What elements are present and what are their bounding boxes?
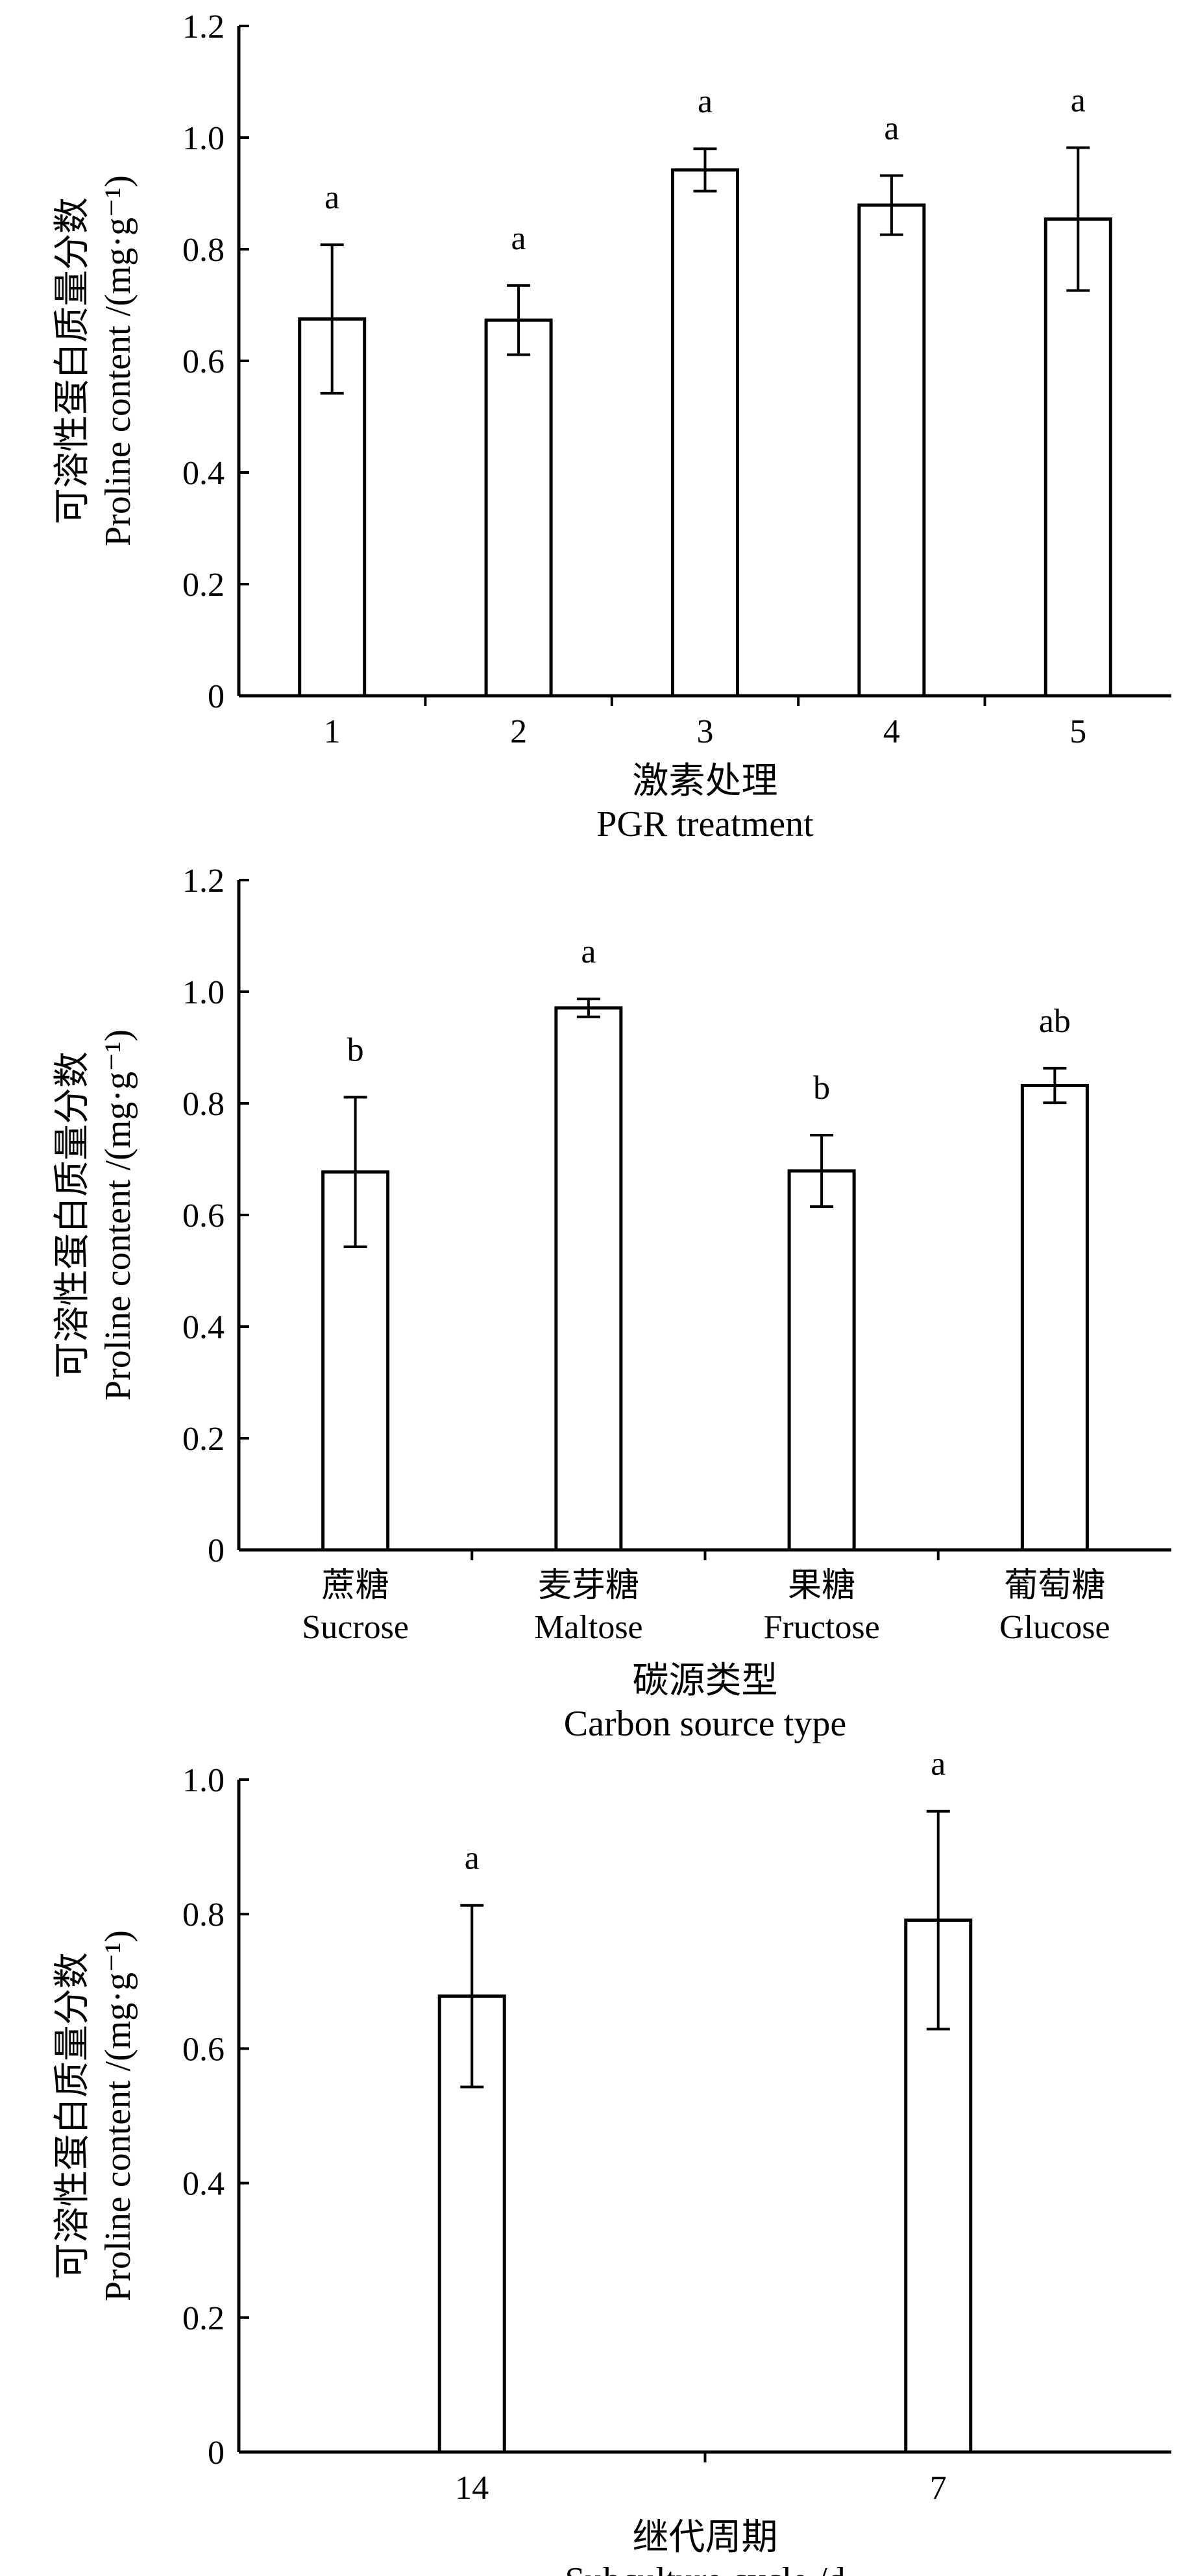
y-tick-label: 0.6 — [182, 343, 225, 380]
x-tick-label: 麦芽糖 — [538, 1567, 639, 1604]
y-tick-label: 1.2 — [182, 8, 225, 45]
x-tick-label-en: Sucrose — [302, 1609, 409, 1646]
x-tick-label-en: Maltose — [534, 1609, 643, 1646]
y-tick-label: 0.4 — [182, 1309, 225, 1346]
y-axis-title-cn: 可溶性蛋白质量分数 — [53, 1051, 93, 1379]
chart-3: 0 0.2 0.4 0.6 0.8 1.0 a 14 a 7 继代周期 Subculture cycl… — [53, 1746, 1171, 2576]
significance-label: a — [884, 110, 899, 147]
x-tick-label: 4 — [883, 713, 900, 750]
significance-label: b — [813, 1070, 830, 1107]
x-tick-label-en: Glucose — [999, 1609, 1110, 1646]
x-tick-label-en: Fructose — [764, 1609, 880, 1646]
y-axis-title-en: Proline content /(mg·g⁻¹) — [98, 1029, 138, 1401]
x-axis-title-en: PGR treatment — [596, 804, 814, 844]
y-axis-title-cn: 可溶性蛋白质量分数 — [53, 197, 93, 524]
y-tick-label: 0.2 — [182, 567, 225, 604]
x-tick-label: 葡萄糖 — [1004, 1567, 1105, 1604]
x-tick-label: 2 — [510, 713, 527, 750]
x-tick-label: 3 — [697, 713, 714, 750]
significance-label: a — [324, 179, 339, 216]
significance-label: b — [347, 1032, 364, 1069]
y-tick-label: 0.6 — [182, 2031, 225, 2068]
x-axis-title-cn: 碳源类型 — [633, 1661, 778, 1701]
chart-2: 0 0.2 0.4 0.6 0.8 1.0 1.2 b 蔗糖 Sucrose a 麦芽糖 Maltose… — [53, 863, 1171, 1744]
y-tick-label: 1.0 — [182, 1762, 225, 1799]
y-axis-title-en: Proline content /(mg·g⁻¹) — [98, 1930, 138, 2301]
y-tick-label: 0.8 — [182, 232, 225, 269]
x-axis-title-cn: 继代周期 — [633, 2518, 778, 2558]
y-axis-title-cn: 可溶性蛋白质量分数 — [53, 1952, 93, 2279]
bar — [298, 317, 367, 698]
y-tick-label: 0 — [208, 1532, 225, 1569]
x-tick-label: 5 — [1069, 713, 1086, 750]
y-tick-label: 0.2 — [182, 1421, 225, 1458]
x-tick-label: 7 — [930, 2470, 947, 2507]
y-tick-label: 1.0 — [182, 120, 225, 157]
x-tick-label: 14 — [455, 2470, 489, 2507]
x-tick-label: 果糖 — [788, 1567, 855, 1604]
bar — [484, 318, 553, 698]
significance-label: a — [931, 1746, 946, 1783]
y-tick-label: 0.6 — [182, 1197, 225, 1234]
y-axis-title-en: Proline content /(mg·g⁻¹) — [98, 175, 138, 546]
bar — [671, 168, 739, 698]
x-tick-label: 1 — [324, 713, 341, 750]
y-tick-label: 0 — [208, 678, 225, 715]
significance-label: a — [581, 933, 596, 970]
bar — [857, 203, 926, 698]
x-axis-title-en: Subculture cycle /d — [565, 2560, 845, 2576]
y-tick-label: 0.4 — [182, 2166, 225, 2203]
x-axis-title-cn: 激素处理 — [633, 761, 778, 802]
bar — [1020, 1083, 1089, 1552]
significance-label: a — [1071, 82, 1086, 119]
y-tick-label: 0.8 — [182, 1086, 225, 1123]
significance-label: a — [511, 220, 526, 257]
y-tick-label: 0.8 — [182, 1896, 225, 1933]
y-tick-label: 1.2 — [182, 863, 225, 900]
x-tick-label: 蔗糖 — [322, 1567, 389, 1604]
y-tick-label: 0.4 — [182, 455, 225, 492]
bar — [787, 1169, 856, 1552]
significance-label: ab — [1039, 1003, 1071, 1040]
bar — [1043, 217, 1112, 698]
significance-label: a — [698, 83, 713, 120]
x-axis-title-en: Carbon source type — [564, 1704, 846, 1744]
significance-label: a — [465, 1840, 480, 1877]
y-tick-label: 0.2 — [182, 2300, 225, 2337]
y-tick-label: 0 — [208, 2435, 225, 2472]
y-tick-label: 1.0 — [182, 974, 225, 1011]
bar — [554, 1006, 623, 1552]
